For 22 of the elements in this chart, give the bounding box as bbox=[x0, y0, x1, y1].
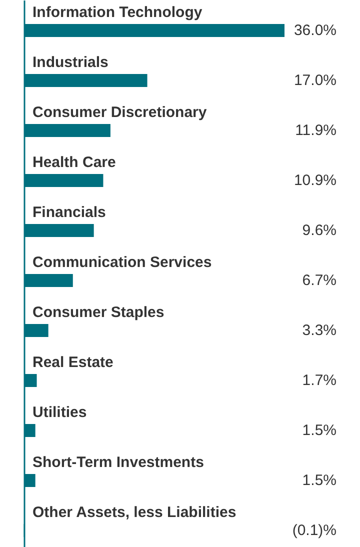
y-tick-label: Short-Term Investments bbox=[32, 454, 204, 471]
y-tick-label: Other Assets, less Liabilities bbox=[32, 504, 236, 521]
y-tick-label: Utilities bbox=[32, 404, 87, 421]
data-label: 10.9% bbox=[294, 172, 337, 189]
y-tick-label: Financials bbox=[32, 204, 106, 221]
data-label: 1.5% bbox=[302, 472, 337, 489]
y-tick-label: Consumer Discretionary bbox=[32, 104, 208, 121]
y-tick-label: Consumer Staples bbox=[32, 304, 164, 321]
data-label: 3.3% bbox=[302, 322, 337, 339]
data-label: 11.9% bbox=[295, 122, 337, 139]
y-tick-label: Communication Services bbox=[32, 254, 212, 271]
data-label: 6.7% bbox=[302, 272, 337, 289]
data-label: (0.1)% bbox=[292, 522, 337, 539]
data-label: 9.6% bbox=[302, 222, 337, 239]
y-tick-label: Health Care bbox=[32, 154, 116, 171]
y-tick-label: Real Estate bbox=[32, 354, 114, 371]
y-tick-label: Industrials bbox=[32, 54, 108, 71]
data-label: 36.0% bbox=[294, 22, 337, 39]
y-tick-label: Information Technology bbox=[32, 4, 203, 21]
data-label: 17.0% bbox=[294, 72, 337, 89]
data-label: 1.5% bbox=[302, 422, 337, 439]
data-label: 1.7% bbox=[302, 372, 337, 389]
